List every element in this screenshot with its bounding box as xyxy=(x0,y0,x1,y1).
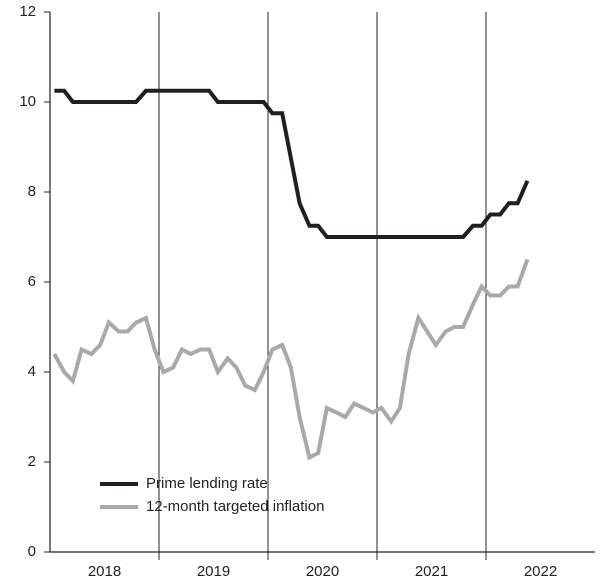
y-tick-label: 2 xyxy=(28,453,36,470)
legend-label: Prime lending rate xyxy=(146,475,268,492)
legend-label: 12-month targeted inflation xyxy=(146,498,324,515)
x-tick-label: 2021 xyxy=(415,563,448,580)
x-tick-label: 2020 xyxy=(306,563,339,580)
x-tick-label: 2019 xyxy=(197,563,230,580)
y-tick-label: 4 xyxy=(28,363,36,380)
x-tick-label: 2022 xyxy=(524,563,557,580)
y-tick-label: 6 xyxy=(28,273,36,290)
data-line xyxy=(52,258,530,461)
x-tick-label: 2018 xyxy=(88,563,121,580)
y-tick-label: 0 xyxy=(28,543,36,560)
data-line xyxy=(54,88,530,239)
y-tick-label: 8 xyxy=(28,183,36,200)
y-tick-label: 10 xyxy=(19,93,36,110)
y-tick-label: 12 xyxy=(19,3,36,20)
